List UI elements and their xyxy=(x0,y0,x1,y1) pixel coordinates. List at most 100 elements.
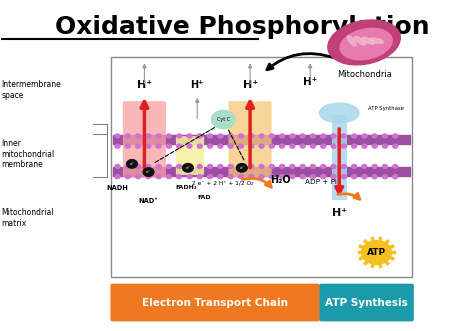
Circle shape xyxy=(236,164,247,172)
Circle shape xyxy=(310,144,315,148)
Circle shape xyxy=(156,134,161,138)
Text: ATP Synthesis: ATP Synthesis xyxy=(325,298,408,308)
Circle shape xyxy=(362,144,367,148)
Circle shape xyxy=(127,160,137,168)
FancyBboxPatch shape xyxy=(110,284,320,321)
Text: Intermembrane
space: Intermembrane space xyxy=(1,80,61,100)
Circle shape xyxy=(183,164,193,172)
Ellipse shape xyxy=(369,38,384,43)
Circle shape xyxy=(228,165,233,168)
Text: ATP: ATP xyxy=(367,248,386,257)
Bar xyxy=(114,135,410,144)
Circle shape xyxy=(393,134,398,138)
Circle shape xyxy=(249,165,254,168)
Circle shape xyxy=(300,144,305,148)
Circle shape xyxy=(372,175,377,179)
Circle shape xyxy=(321,134,326,138)
Circle shape xyxy=(342,134,346,138)
Ellipse shape xyxy=(320,103,359,123)
FancyBboxPatch shape xyxy=(319,284,414,321)
Circle shape xyxy=(197,144,202,148)
Circle shape xyxy=(136,144,140,148)
Circle shape xyxy=(238,175,244,179)
Circle shape xyxy=(208,134,212,138)
Text: e⁻: e⁻ xyxy=(185,166,191,170)
Circle shape xyxy=(177,165,182,168)
Text: e⁻: e⁻ xyxy=(239,166,245,170)
Text: Electron Transport Chain: Electron Transport Chain xyxy=(142,298,288,308)
Circle shape xyxy=(249,144,254,148)
Circle shape xyxy=(238,134,244,138)
Circle shape xyxy=(280,165,285,168)
Circle shape xyxy=(269,175,274,179)
Circle shape xyxy=(115,165,120,168)
Circle shape xyxy=(143,168,154,176)
Bar xyxy=(332,115,347,200)
Circle shape xyxy=(383,144,387,148)
Circle shape xyxy=(177,134,182,138)
Circle shape xyxy=(187,134,192,138)
Circle shape xyxy=(321,144,326,148)
Circle shape xyxy=(228,134,233,138)
Circle shape xyxy=(208,144,212,148)
Text: ADP + Pi: ADP + Pi xyxy=(305,179,336,185)
Text: e⁻: e⁻ xyxy=(130,162,134,166)
Circle shape xyxy=(383,165,387,168)
Circle shape xyxy=(156,144,161,148)
Circle shape xyxy=(361,241,392,264)
Circle shape xyxy=(125,175,130,179)
Circle shape xyxy=(187,175,192,179)
Circle shape xyxy=(351,165,357,168)
Circle shape xyxy=(310,175,315,179)
Circle shape xyxy=(156,175,161,179)
Circle shape xyxy=(331,134,336,138)
Text: Mitochondrial
matrix: Mitochondrial matrix xyxy=(1,208,54,228)
Circle shape xyxy=(166,165,171,168)
Text: NAD⁺: NAD⁺ xyxy=(139,198,158,204)
Text: Cyt C: Cyt C xyxy=(217,117,230,122)
Circle shape xyxy=(362,134,367,138)
Circle shape xyxy=(238,165,244,168)
FancyBboxPatch shape xyxy=(123,101,166,178)
Circle shape xyxy=(300,175,305,179)
Circle shape xyxy=(393,165,398,168)
Circle shape xyxy=(331,175,336,179)
Circle shape xyxy=(259,165,264,168)
Circle shape xyxy=(115,144,120,148)
FancyBboxPatch shape xyxy=(228,101,272,178)
Circle shape xyxy=(136,165,140,168)
Circle shape xyxy=(342,165,346,168)
Circle shape xyxy=(372,144,377,148)
Text: Inner
mitochondrial
membrane: Inner mitochondrial membrane xyxy=(1,139,55,169)
Circle shape xyxy=(290,175,295,179)
Circle shape xyxy=(218,165,223,168)
Circle shape xyxy=(146,175,151,179)
Circle shape xyxy=(259,175,264,179)
Ellipse shape xyxy=(340,28,392,60)
Circle shape xyxy=(249,175,254,179)
Circle shape xyxy=(290,134,295,138)
Circle shape xyxy=(187,165,192,168)
Circle shape xyxy=(177,144,182,148)
Circle shape xyxy=(146,165,151,168)
Text: H⁺: H⁺ xyxy=(243,80,258,90)
Circle shape xyxy=(331,144,336,148)
Circle shape xyxy=(383,175,387,179)
Circle shape xyxy=(362,165,367,168)
Circle shape xyxy=(136,134,140,138)
Circle shape xyxy=(372,134,377,138)
Circle shape xyxy=(166,175,171,179)
Circle shape xyxy=(342,144,346,148)
Circle shape xyxy=(136,175,140,179)
Text: H⁺: H⁺ xyxy=(191,80,204,90)
Text: Mitochondria: Mitochondria xyxy=(337,70,392,79)
Circle shape xyxy=(156,165,161,168)
Circle shape xyxy=(218,134,223,138)
Circle shape xyxy=(280,175,285,179)
Circle shape xyxy=(383,134,387,138)
Circle shape xyxy=(310,134,315,138)
Circle shape xyxy=(269,134,274,138)
Circle shape xyxy=(290,165,295,168)
Circle shape xyxy=(393,175,398,179)
Circle shape xyxy=(238,144,244,148)
